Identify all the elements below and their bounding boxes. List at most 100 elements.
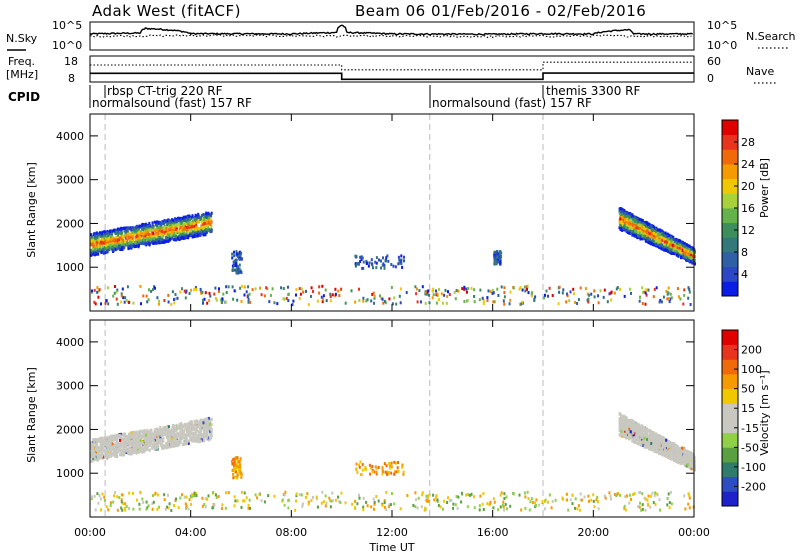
range-cell [122,234,124,238]
range-cell [136,244,139,248]
range-cell [123,453,125,457]
range-cell [164,444,167,448]
range-cell [203,429,206,433]
range-cell [674,247,677,250]
range-cell [181,216,184,220]
y-tick-label: 4000 [56,130,84,143]
nave-tick-top: 60 [707,55,721,68]
range-cell [627,214,630,218]
range-cell [145,225,147,229]
range-cell [224,300,227,304]
range-cell [647,231,650,235]
range-cell [682,254,685,258]
range-cell [645,230,648,234]
range-cell [124,432,126,436]
range-cell [672,235,675,239]
range-cell [116,302,119,306]
range-cell [669,292,672,296]
range-cell [405,291,408,294]
beam-label: Beam 06 [355,2,426,20]
range-cell [210,417,213,421]
range-cell [156,428,159,432]
range-cell [683,288,686,292]
range-cell [178,235,181,239]
range-cell [148,443,151,447]
range-cell [587,300,590,304]
range-cell [96,246,99,250]
range-cell [668,243,671,247]
y-tick-label: 3000 [56,174,84,187]
range-cell [660,247,663,251]
range-cell [198,220,201,224]
range-cell [186,433,189,437]
range-cell [197,215,200,219]
range-cell [90,451,93,455]
range-cell [150,441,153,445]
range-cell [113,435,116,439]
range-cell [543,296,546,300]
range-cell [367,264,370,268]
range-cell [644,239,647,242]
range-cell [147,437,150,441]
range-cell [193,439,196,443]
range-cell [188,229,191,233]
range-cell [207,416,210,420]
freq-label-bottom: [MHz] [6,68,38,81]
range-cell [174,438,177,442]
range-cell [593,289,596,293]
range-cell [155,446,158,450]
range-cell [243,293,246,297]
range-cell [159,232,162,236]
range-cell [684,251,687,255]
range-cell [159,438,162,442]
range-cell [155,241,158,245]
range-cell [381,297,384,301]
range-cell [97,252,100,256]
range-cell [300,287,303,291]
range-cell [158,428,161,432]
range-cell [199,435,201,439]
range-cell [499,250,502,253]
range-cell [170,445,173,448]
range-cell [234,263,237,267]
range-cell [202,222,205,226]
range-cell [344,301,347,305]
range-cell [184,427,187,431]
range-cell [114,236,117,240]
range-cell [618,209,621,213]
range-cell [119,248,122,251]
range-cell [170,433,173,436]
range-cell [161,446,164,450]
range-cell [171,222,174,226]
range-cell [200,439,203,443]
range-cell [176,231,179,235]
range-cell [648,229,651,233]
range-cell [618,226,621,230]
range-cell [121,448,124,452]
range-cell [179,216,182,220]
nsky-label: N.Sky [6,32,38,45]
range-cell [106,286,109,290]
cpid-entry-2: normalsound (fast) 157 RF [92,96,252,110]
range-cell [105,299,108,303]
range-cell [179,237,182,240]
range-cell [154,436,157,440]
range-cell [162,226,165,229]
range-cell [651,227,654,231]
range-cell [671,243,674,247]
range-cell [626,229,629,233]
range-cell [116,288,119,292]
range-cell [107,237,110,241]
range-cell [142,228,145,232]
range-cell [104,436,107,439]
range-cell [147,235,150,239]
range-cell [142,232,145,236]
range-cell [159,435,162,439]
range-cell [500,251,503,255]
range-cell [203,226,206,230]
range-cell [130,241,133,244]
range-cell [156,440,158,444]
range-cell [199,421,202,425]
range-cell [428,301,431,305]
